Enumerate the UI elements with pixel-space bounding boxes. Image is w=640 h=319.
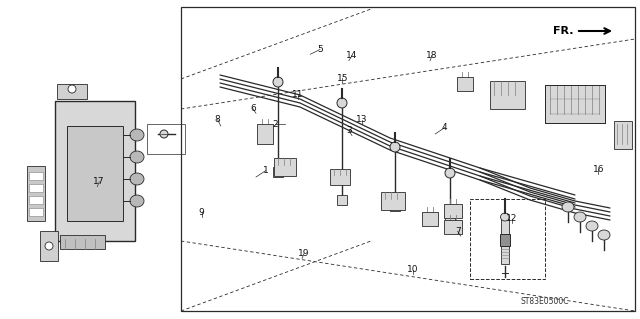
Bar xyxy=(67,126,123,221)
Text: 3: 3 xyxy=(346,126,351,135)
Text: 9: 9 xyxy=(199,208,204,217)
Bar xyxy=(330,169,350,185)
Ellipse shape xyxy=(130,129,144,141)
Bar xyxy=(614,121,632,149)
Text: 12: 12 xyxy=(506,214,518,223)
Text: 2: 2 xyxy=(273,120,278,129)
Bar xyxy=(274,158,296,176)
Bar xyxy=(545,85,605,123)
Bar xyxy=(257,124,273,144)
Bar xyxy=(181,7,635,311)
Bar xyxy=(545,85,605,123)
Ellipse shape xyxy=(445,168,455,178)
Text: 5: 5 xyxy=(317,45,323,54)
Bar xyxy=(444,220,462,234)
Bar xyxy=(257,124,273,144)
Text: 4: 4 xyxy=(442,123,447,132)
Ellipse shape xyxy=(45,242,53,250)
Bar xyxy=(422,212,438,226)
Text: 1: 1 xyxy=(263,166,268,175)
Ellipse shape xyxy=(598,230,610,240)
Bar xyxy=(445,211,455,221)
Ellipse shape xyxy=(130,151,144,163)
Bar xyxy=(57,84,87,99)
Text: 11: 11 xyxy=(292,90,303,99)
Bar xyxy=(60,235,105,249)
Bar xyxy=(501,219,509,264)
Bar xyxy=(470,199,545,279)
Bar xyxy=(27,166,45,221)
Ellipse shape xyxy=(390,142,400,152)
Text: 13: 13 xyxy=(356,115,367,124)
Text: 14: 14 xyxy=(346,51,358,60)
Text: 18: 18 xyxy=(426,51,438,60)
Bar xyxy=(422,212,438,226)
Text: 10: 10 xyxy=(407,265,419,274)
Text: FR.: FR. xyxy=(554,26,574,36)
Bar xyxy=(337,195,347,205)
Bar xyxy=(381,192,405,210)
Ellipse shape xyxy=(562,202,574,212)
Bar xyxy=(490,81,525,109)
Ellipse shape xyxy=(130,173,144,185)
Bar xyxy=(147,124,185,154)
Ellipse shape xyxy=(130,195,144,207)
Bar xyxy=(444,204,462,218)
Ellipse shape xyxy=(68,85,76,93)
Text: 6: 6 xyxy=(250,104,255,113)
Bar xyxy=(55,101,135,241)
Text: 8: 8 xyxy=(215,115,220,124)
Bar xyxy=(29,208,43,216)
Bar xyxy=(500,234,510,246)
Ellipse shape xyxy=(273,77,283,87)
Ellipse shape xyxy=(586,221,598,231)
Ellipse shape xyxy=(574,212,586,222)
Bar xyxy=(40,231,58,261)
Text: 15: 15 xyxy=(337,74,348,83)
Bar xyxy=(29,196,43,204)
Bar xyxy=(457,77,473,91)
Bar xyxy=(29,184,43,192)
Bar xyxy=(390,201,400,211)
Bar xyxy=(444,220,462,234)
Text: 19: 19 xyxy=(298,249,310,258)
Text: ST83E0500C: ST83E0500C xyxy=(521,298,569,307)
Text: 16: 16 xyxy=(593,165,604,174)
Bar xyxy=(29,172,43,180)
Bar xyxy=(273,167,283,177)
Text: 7: 7 xyxy=(455,227,460,236)
Text: 17: 17 xyxy=(93,177,105,186)
Ellipse shape xyxy=(160,130,168,138)
Ellipse shape xyxy=(337,98,347,108)
Ellipse shape xyxy=(500,213,509,221)
Bar xyxy=(444,204,462,218)
Bar xyxy=(457,77,473,91)
